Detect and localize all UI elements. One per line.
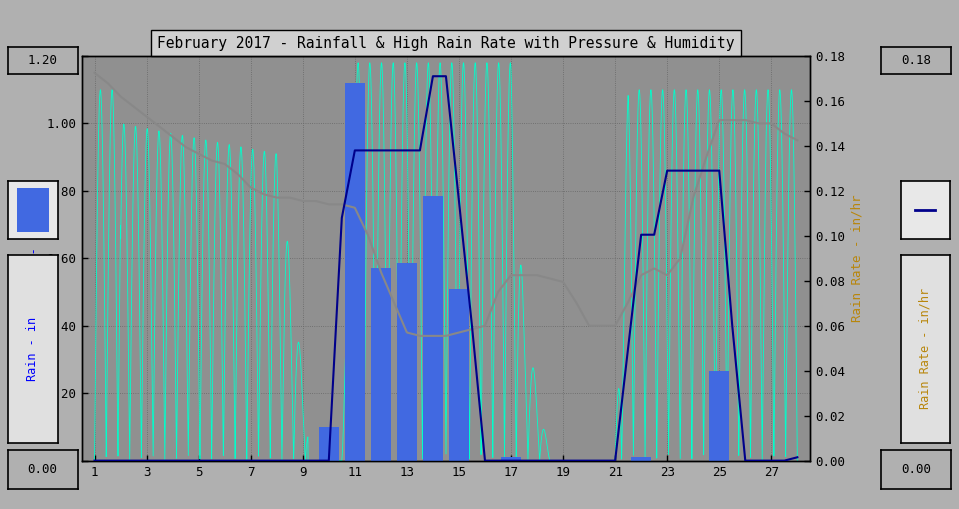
Bar bbox=[631, 457, 651, 461]
Title: February 2017 - Rainfall & High Rain Rate with Pressure & Humidity: February 2017 - Rainfall & High Rain Rat… bbox=[157, 36, 735, 51]
Text: 0.18: 0.18 bbox=[901, 54, 931, 67]
Bar bbox=[397, 263, 416, 461]
Bar bbox=[371, 268, 390, 461]
Y-axis label: Rain - in: Rain - in bbox=[28, 224, 41, 292]
Bar bbox=[710, 371, 729, 461]
Text: Rain Rate - in/hr: Rain Rate - in/hr bbox=[919, 288, 932, 409]
Text: 0.00: 0.00 bbox=[28, 463, 58, 476]
Text: Rain - in: Rain - in bbox=[26, 317, 39, 381]
Bar bbox=[16, 188, 49, 232]
Bar bbox=[319, 427, 339, 461]
Bar bbox=[502, 457, 521, 461]
Bar bbox=[449, 289, 469, 461]
Bar bbox=[345, 83, 364, 461]
Y-axis label: Rain Rate - in/hr: Rain Rate - in/hr bbox=[851, 194, 864, 322]
Text: 1.20: 1.20 bbox=[28, 54, 58, 67]
Text: 0.00: 0.00 bbox=[901, 463, 931, 476]
Bar bbox=[423, 196, 443, 461]
